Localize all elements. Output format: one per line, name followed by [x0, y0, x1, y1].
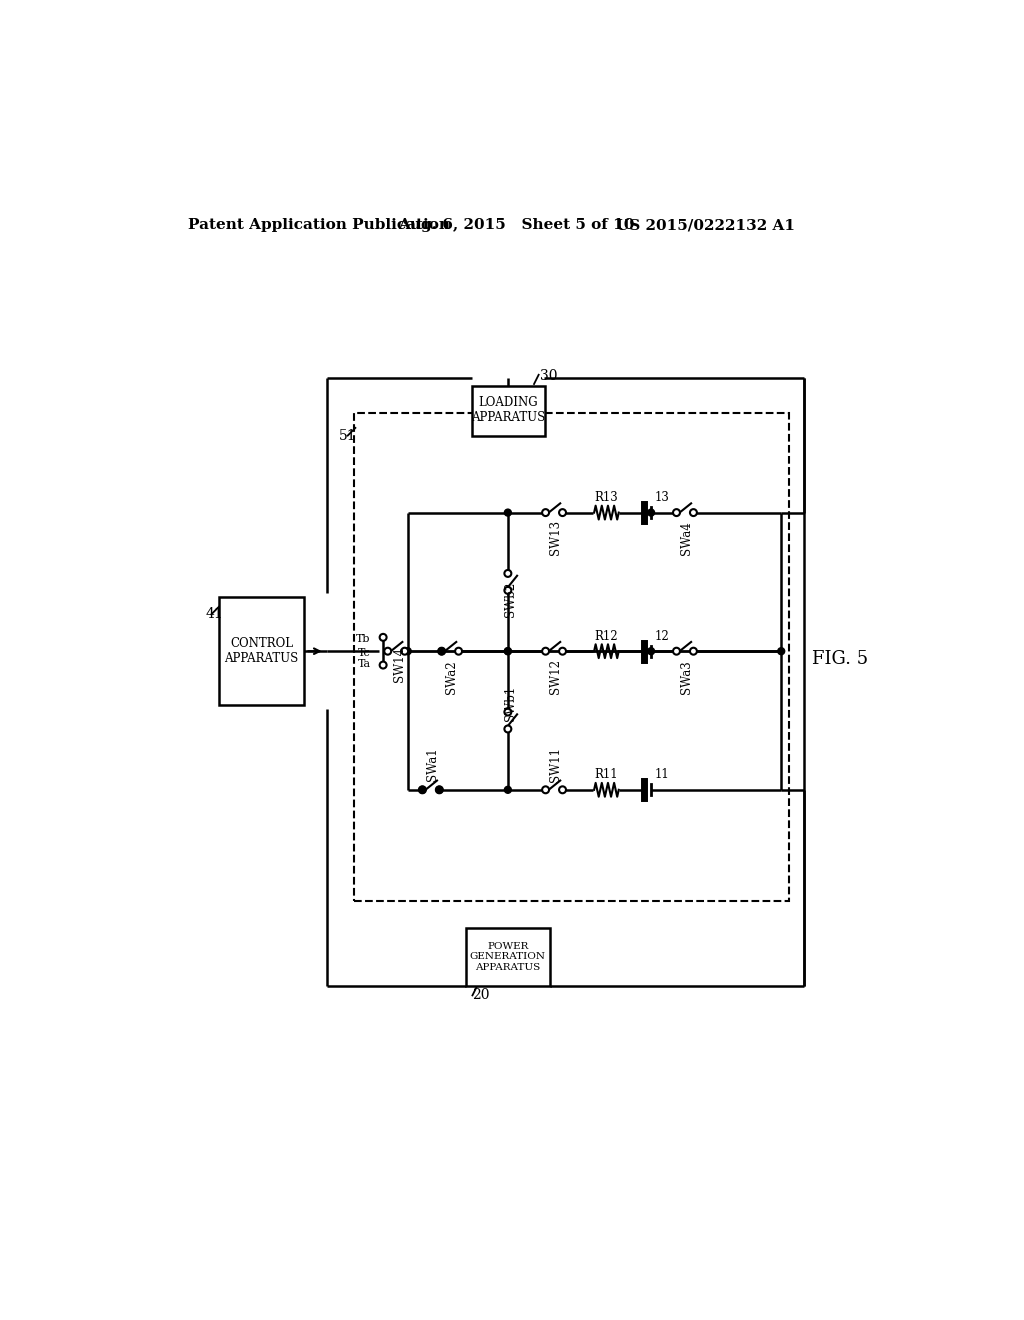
Text: SWa2: SWa2 [445, 660, 458, 693]
Text: Patent Application Publication: Patent Application Publication [188, 218, 451, 232]
Circle shape [559, 787, 566, 793]
Circle shape [438, 648, 445, 655]
Circle shape [559, 648, 566, 655]
Text: SW13: SW13 [549, 520, 562, 554]
Circle shape [542, 787, 549, 793]
Text: SWa1: SWa1 [426, 747, 439, 781]
Text: CONTROL
APPARATUS: CONTROL APPARATUS [224, 638, 299, 665]
Circle shape [436, 787, 442, 793]
Text: POWER
GENERATION
APPARATUS: POWER GENERATION APPARATUS [470, 942, 546, 972]
Text: Tc: Tc [358, 648, 371, 657]
Circle shape [673, 510, 680, 516]
Text: 12: 12 [655, 630, 670, 643]
Circle shape [647, 510, 654, 516]
Text: R13: R13 [595, 491, 618, 504]
Circle shape [419, 787, 426, 793]
Bar [472, 385, 545, 436]
Circle shape [542, 510, 549, 516]
Circle shape [505, 648, 511, 655]
Text: Ta: Ta [357, 659, 371, 668]
Circle shape [505, 648, 511, 655]
Circle shape [690, 648, 697, 655]
Text: 20: 20 [472, 989, 489, 1002]
Text: 51: 51 [339, 429, 356, 442]
Text: 13: 13 [655, 491, 670, 504]
Text: SWa3: SWa3 [680, 660, 693, 693]
Circle shape [380, 634, 387, 640]
Circle shape [505, 787, 511, 793]
Text: Aug. 6, 2015   Sheet 5 of 10: Aug. 6, 2015 Sheet 5 of 10 [398, 218, 635, 232]
Text: SW14: SW14 [393, 647, 406, 682]
Bar [466, 928, 550, 986]
Text: FIG. 5: FIG. 5 [812, 649, 868, 668]
Text: SWb1: SWb1 [505, 686, 517, 721]
Circle shape [505, 587, 511, 594]
Circle shape [778, 648, 784, 655]
Circle shape [559, 510, 566, 516]
Circle shape [505, 709, 511, 715]
Circle shape [438, 648, 445, 655]
Circle shape [404, 648, 412, 655]
Text: Tb: Tb [356, 634, 371, 644]
Circle shape [505, 726, 511, 733]
Bar [219, 598, 304, 705]
Circle shape [542, 648, 549, 655]
Circle shape [455, 648, 462, 655]
Circle shape [419, 787, 426, 793]
Text: R12: R12 [595, 630, 618, 643]
Circle shape [505, 570, 511, 577]
Circle shape [673, 648, 680, 655]
Circle shape [380, 661, 387, 668]
Text: SW11: SW11 [549, 747, 562, 783]
Text: SWb2: SWb2 [505, 581, 517, 616]
Bar [354, 413, 788, 902]
Circle shape [505, 510, 511, 516]
Circle shape [647, 648, 654, 655]
Text: 11: 11 [655, 768, 670, 781]
Circle shape [690, 510, 697, 516]
Text: 41: 41 [205, 607, 223, 622]
Circle shape [384, 648, 391, 655]
Text: 30: 30 [541, 370, 558, 383]
Text: SWa4: SWa4 [680, 521, 693, 554]
Text: LOADING
APPARATUS: LOADING APPARATUS [471, 396, 545, 424]
Circle shape [436, 787, 442, 793]
Text: R11: R11 [595, 768, 618, 781]
Text: SW12: SW12 [549, 659, 562, 693]
Circle shape [401, 648, 409, 655]
Text: US 2015/0222132 A1: US 2015/0222132 A1 [615, 218, 795, 232]
